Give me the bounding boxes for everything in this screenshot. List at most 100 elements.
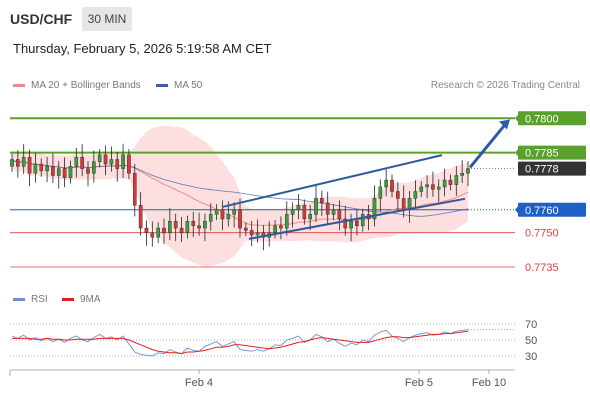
candle-body: [21, 156, 26, 167]
candle-body: [436, 186, 441, 190]
ma50-swatch: [156, 83, 168, 87]
candle-body: [62, 168, 67, 178]
candle-body: [173, 221, 178, 229]
candle-body: [232, 209, 236, 215]
candle-body: [308, 214, 312, 220]
level-label-2: 0.7778: [525, 164, 559, 176]
timeframe-badge[interactable]: 30 MIN: [82, 7, 132, 31]
candle-body: [203, 221, 207, 229]
trend-channel: [221, 119, 510, 240]
candle-body: [103, 154, 108, 165]
rsi-line: [11, 329, 469, 357]
candle-body: [284, 214, 289, 229]
x-tick-label-2: Feb 10: [472, 377, 506, 389]
forecast-arrow-head: [499, 119, 510, 130]
candle-body: [197, 225, 201, 229]
candle-body: [115, 159, 120, 169]
candle-body: [396, 191, 400, 199]
candle-body: [384, 179, 388, 188]
candle-body: [150, 232, 155, 238]
candle-body: [273, 225, 277, 233]
level-tag-3: [518, 202, 586, 217]
rsi-level-label-50: 50: [525, 335, 537, 347]
candle-body: [296, 205, 301, 211]
candle-body: [249, 230, 254, 236]
candle-body: [302, 205, 307, 220]
candle-body: [390, 179, 394, 192]
legend-rsi-label: RSI: [31, 294, 48, 305]
rsi-panel: 70 50 30: [10, 319, 537, 363]
rsi-ma-swatch: [62, 297, 74, 301]
candle-body: [413, 191, 418, 199]
candle-body: [349, 221, 353, 229]
candle-body: [460, 172, 464, 176]
level-label-4: 0.7750: [525, 228, 559, 240]
credit-text: Research © 2026 Trading Central: [430, 80, 580, 91]
candle-body: [314, 198, 318, 215]
legend-rsi-ma-label: 9MA: [80, 294, 101, 305]
candle-body: [401, 198, 406, 211]
forecast-arrow-line: [468, 122, 508, 169]
candle-body: [45, 166, 49, 172]
candle-body: [80, 156, 84, 169]
candle-body: [279, 225, 283, 229]
candle-body: [466, 168, 470, 174]
legend-ma50: MA 50: [156, 80, 202, 91]
legend-rsi: RSI: [13, 294, 48, 305]
candle-body: [92, 161, 96, 174]
channel-upper-line: [221, 154, 443, 209]
candle-body: [132, 172, 137, 206]
rsi-ma-line: [12, 330, 469, 355]
chart-header: USD/CHF 30 MIN: [0, 0, 590, 36]
level-tag-0: [518, 111, 586, 126]
candle-body: [39, 163, 44, 172]
candle-body: [97, 154, 102, 162]
candle-body: [109, 159, 114, 165]
candle-body: [337, 209, 342, 220]
candle-body: [56, 168, 61, 176]
candle-body: [68, 166, 73, 178]
candle-body: [179, 227, 184, 233]
candle-body: [244, 227, 248, 231]
candles: [10, 143, 470, 251]
timestamp: Thursday, February 5, 2026 5:19:58 AM CE…: [13, 41, 272, 56]
level-tag-2: [518, 161, 586, 176]
candle-body: [419, 186, 424, 192]
channel-lower-line: [248, 197, 466, 240]
candle-body: [255, 232, 260, 236]
candle-body: [74, 156, 79, 167]
candle-body: [425, 184, 429, 188]
level-label-5: 0.7735: [525, 262, 559, 274]
candle-body: [10, 159, 14, 167]
rsi-level-label-30: 30: [525, 351, 537, 363]
candle-body: [144, 227, 149, 233]
legend-ma20-label: MA 20 + Bollinger Bands: [31, 80, 141, 91]
level-label-3: 0.7760: [525, 205, 559, 217]
candle-body: [168, 221, 172, 233]
candle-body: [454, 175, 459, 185]
candle-body: [16, 159, 20, 167]
legend-ma20: MA 20 + Bollinger Bands: [13, 80, 141, 91]
candle-body: [27, 156, 32, 174]
candle-body: [226, 214, 231, 220]
bollinger-area: [12, 125, 468, 267]
candle-body: [378, 186, 383, 199]
candle-body: [442, 179, 447, 188]
candle-body: [191, 221, 196, 227]
candle-body: [238, 209, 242, 229]
candle-body: [360, 214, 365, 227]
rsi-swatch: [13, 297, 25, 301]
candle-body: [290, 209, 295, 215]
candle-body: [372, 198, 377, 220]
bollinger-band: [12, 125, 468, 267]
candle-body: [138, 205, 143, 229]
candle-body: [331, 209, 336, 215]
level-labels: 0.7800 0.7785 0.7778 0.7760 0.7750 0.7735: [515, 111, 586, 274]
candle-body: [33, 163, 38, 174]
candle-body: [86, 168, 90, 174]
candle-body: [220, 209, 225, 220]
candle-body: [343, 218, 348, 229]
candle-body: [325, 202, 330, 215]
candle-body: [320, 198, 324, 204]
